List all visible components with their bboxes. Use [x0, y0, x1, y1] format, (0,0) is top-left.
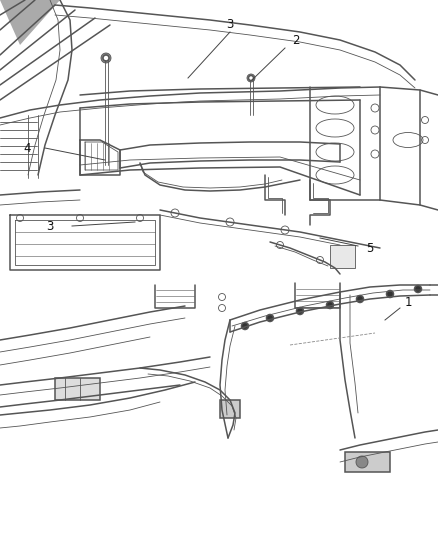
Circle shape [326, 302, 333, 309]
Text: 4: 4 [23, 141, 31, 155]
Polygon shape [0, 0, 60, 45]
Circle shape [386, 290, 393, 297]
Circle shape [247, 74, 255, 82]
Circle shape [356, 456, 368, 468]
Circle shape [414, 286, 421, 293]
Text: 1: 1 [404, 295, 412, 309]
Text: 2: 2 [292, 34, 300, 46]
Circle shape [357, 295, 364, 303]
Circle shape [266, 314, 273, 321]
Polygon shape [55, 378, 100, 400]
Text: 3: 3 [46, 221, 54, 233]
Circle shape [101, 53, 111, 63]
Circle shape [241, 322, 248, 329]
Polygon shape [220, 400, 240, 418]
Text: 5: 5 [366, 241, 374, 254]
Circle shape [297, 308, 304, 314]
Circle shape [248, 76, 254, 80]
Circle shape [103, 55, 109, 61]
Text: 3: 3 [226, 19, 234, 31]
Polygon shape [345, 452, 390, 472]
Polygon shape [330, 245, 355, 268]
